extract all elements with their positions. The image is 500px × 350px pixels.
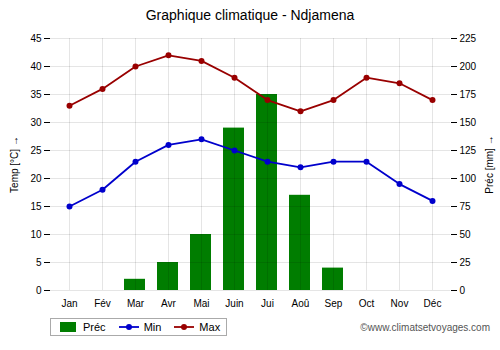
svg-text:45: 45 [30, 33, 42, 44]
svg-text:225: 225 [460, 33, 477, 44]
svg-text:200: 200 [460, 61, 477, 72]
svg-text:Fév: Fév [94, 298, 111, 309]
svg-text:Mai: Mai [193, 298, 209, 309]
svg-text:Jui: Jui [261, 298, 274, 309]
html-text:Min: Min [143, 321, 162, 333]
svg-text:Jan: Jan [61, 298, 77, 309]
svg-text:Oct: Oct [359, 298, 375, 309]
svg-text:10: 10 [30, 229, 42, 240]
svg-text:Mar: Mar [127, 298, 145, 309]
svg-text:175: 175 [460, 89, 477, 100]
svg-text:75: 75 [460, 201, 472, 212]
svg-text:Nov: Nov [391, 298, 409, 309]
svg-text:5: 5 [36, 257, 42, 268]
svg-text:Avr: Avr [161, 298, 176, 309]
svg-text:35: 35 [30, 89, 42, 100]
svg-text:Sep: Sep [325, 298, 343, 309]
svg-text:Temp [°C] →: Temp [°C] → [9, 136, 20, 193]
svg-text:15: 15 [30, 201, 42, 212]
svg-text:40: 40 [30, 61, 42, 72]
svg-text:Aoû: Aoû [292, 298, 310, 309]
svg-text:125: 125 [460, 145, 477, 156]
html-text:Graphique climatique - Ndjamen: Graphique climatique - Ndjamena [145, 7, 355, 23]
html-text:©www.climatsetvoyages.com: ©www.climatsetvoyages.com [360, 321, 490, 333]
svg-text:0: 0 [36, 285, 42, 296]
svg-text:Déc: Déc [424, 298, 442, 309]
svg-text:150: 150 [460, 117, 477, 128]
svg-text:Juin: Juin [225, 298, 243, 309]
html-text:Préc: Préc [83, 321, 106, 333]
svg-text:25: 25 [30, 145, 42, 156]
svg-text:50: 50 [460, 229, 472, 240]
svg-text:Préc [mm] →: Préc [mm] → [484, 135, 495, 193]
svg-text:0: 0 [460, 285, 466, 296]
html-text:Max: Max [199, 321, 221, 333]
svg-text:100: 100 [460, 173, 477, 184]
svg-text:25: 25 [460, 257, 472, 268]
svg-text:20: 20 [30, 173, 42, 184]
svg-text:30: 30 [30, 117, 42, 128]
